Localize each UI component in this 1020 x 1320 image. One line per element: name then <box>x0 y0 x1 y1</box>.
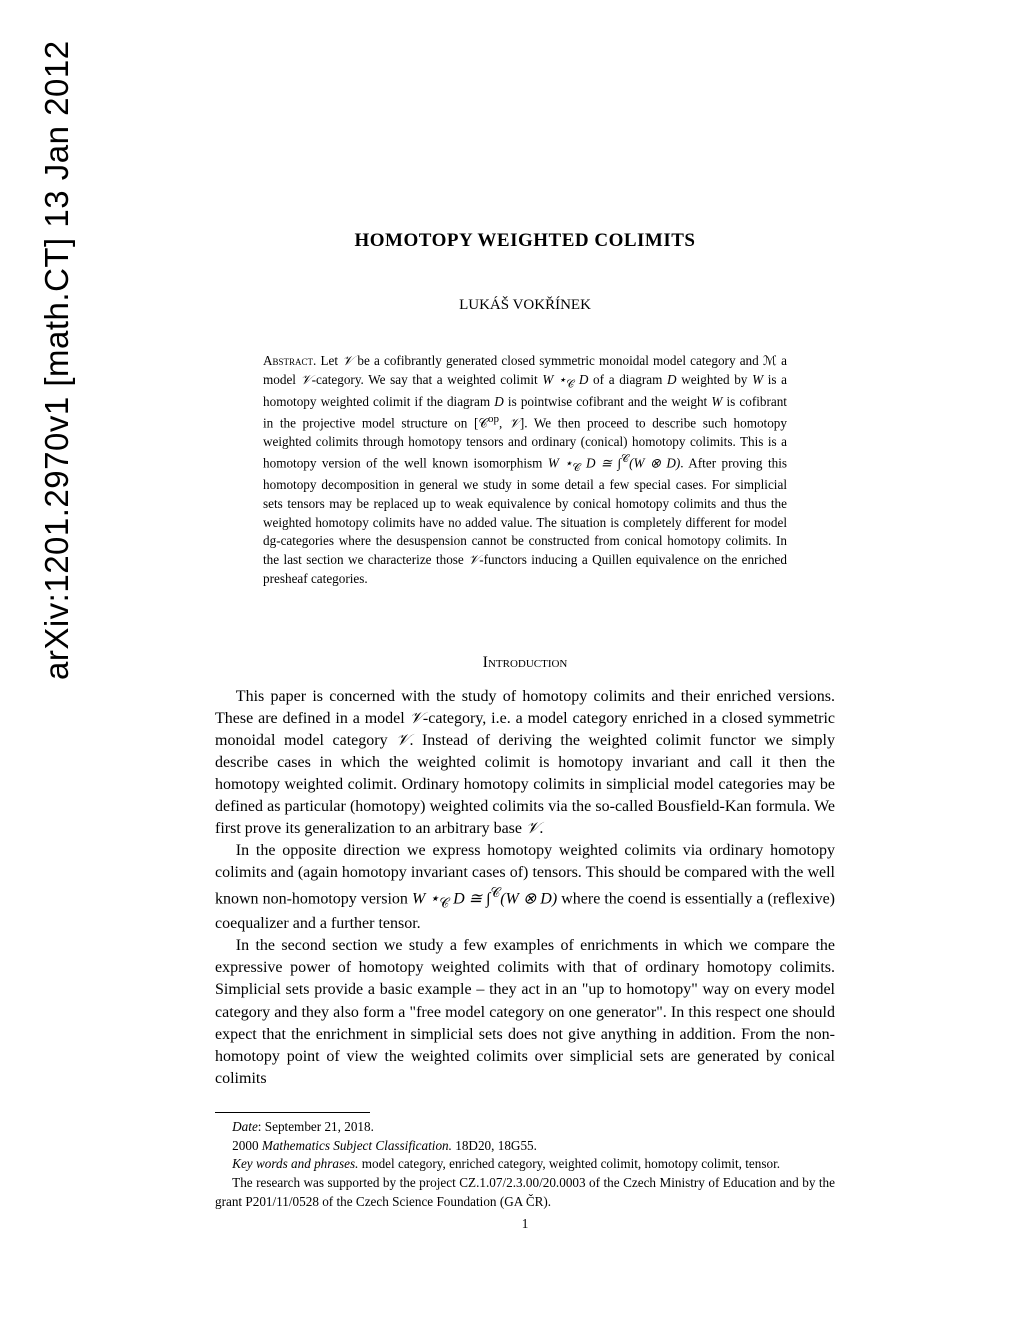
comma: , <box>499 415 509 430</box>
footnotes: Date: September 21, 2018. 2000 Mathemati… <box>215 1118 835 1212</box>
formula: W ⋆ <box>542 372 566 387</box>
abstract-text: . After proving this homotopy decomposit… <box>263 455 787 567</box>
formula: (W ⊗ D) <box>629 455 680 470</box>
paper-title: HOMOTOPY WEIGHTED COLIMITS <box>215 230 835 252</box>
formula: D <box>574 372 588 387</box>
footnote-msc: 2000 Mathematics Subject Classification.… <box>215 1137 835 1156</box>
arxiv-identifier: arXiv:1201.2970v1 [math.CT] 13 Jan 2012 <box>38 40 76 680</box>
abstract-text: weighted by <box>677 372 752 387</box>
abstract-label: Abstract. <box>263 353 316 368</box>
symbol-c: 𝒞 <box>621 453 629 465</box>
footnote-acknowledgment: The research was supported by the projec… <box>215 1174 835 1211</box>
formula: D ≅ ∫ <box>449 891 490 908</box>
formula: (W ⊗ D) <box>500 891 557 908</box>
symbol-c: 𝒞 <box>573 462 581 474</box>
footnote-separator <box>215 1112 370 1113</box>
var-d: D <box>667 372 677 387</box>
formula: W ⋆ <box>412 891 439 908</box>
symbol-v: 𝒱 <box>410 710 423 727</box>
symbol-m: ℳ <box>763 353 777 368</box>
symbol-c: 𝒞 <box>490 885 500 900</box>
date-label: Date <box>232 1119 258 1134</box>
msc-year: 2000 <box>232 1138 262 1153</box>
abstract-block: Abstract. Let 𝒱 be a cofibrantly generat… <box>263 352 787 589</box>
abstract-text: of a diagram <box>588 372 667 387</box>
symbol-c: 𝒞 <box>439 896 449 911</box>
msc-label: Mathematics Subject Classification. <box>262 1138 452 1153</box>
var-d: D <box>494 394 504 409</box>
var-w: W <box>752 372 763 387</box>
msc-value: 18D20, 18G55. <box>452 1138 537 1153</box>
symbol-v: 𝒱 <box>396 732 409 749</box>
symbol-v: 𝒱 <box>509 415 520 430</box>
symbol-c: 𝒞 <box>478 415 488 430</box>
formula: D ≅ ∫ <box>581 455 621 470</box>
paragraph: In the opposite direction we express hom… <box>215 840 835 935</box>
symbol-v: 𝒱 <box>468 552 479 567</box>
paper-content: HOMOTOPY WEIGHTED COLIMITS LUKÁŠ VOKŘÍNE… <box>215 230 835 1232</box>
keywords-label: Key words and phrases. <box>232 1156 358 1171</box>
footnote-date: Date: September 21, 2018. <box>215 1118 835 1137</box>
text: In the second section we study a few exa… <box>215 937 835 1086</box>
symbol-v: 𝒱 <box>526 820 539 837</box>
footnote-keywords: Key words and phrases. model category, e… <box>215 1155 835 1174</box>
page-number: 1 <box>215 1216 835 1232</box>
op-superscript: op <box>488 413 499 425</box>
section-heading-introduction: Introduction <box>215 654 835 672</box>
abstract-text: be a cofibrantly generated closed symmet… <box>353 353 763 368</box>
date-value: : September 21, 2018. <box>258 1119 374 1134</box>
var-w: W <box>711 394 722 409</box>
formula: W ⋆ <box>548 455 573 470</box>
symbol-v: 𝒱 <box>342 353 353 368</box>
abstract-text: Let <box>321 353 343 368</box>
symbol-v: 𝒱 <box>301 372 312 387</box>
abstract-text: is pointwise cofibrant and the weight <box>504 394 712 409</box>
author-name: LUKÁŠ VOKŘÍNEK <box>215 297 835 314</box>
paragraph: In the second section we study a few exa… <box>215 935 835 1090</box>
text: . <box>539 820 543 837</box>
abstract-text: -category. We say that a weighted colimi… <box>312 372 543 387</box>
paragraph: This paper is concerned with the study o… <box>215 686 835 841</box>
keywords-value: model category, enriched category, weigh… <box>358 1156 780 1171</box>
body-text: This paper is concerned with the study o… <box>215 686 835 1090</box>
